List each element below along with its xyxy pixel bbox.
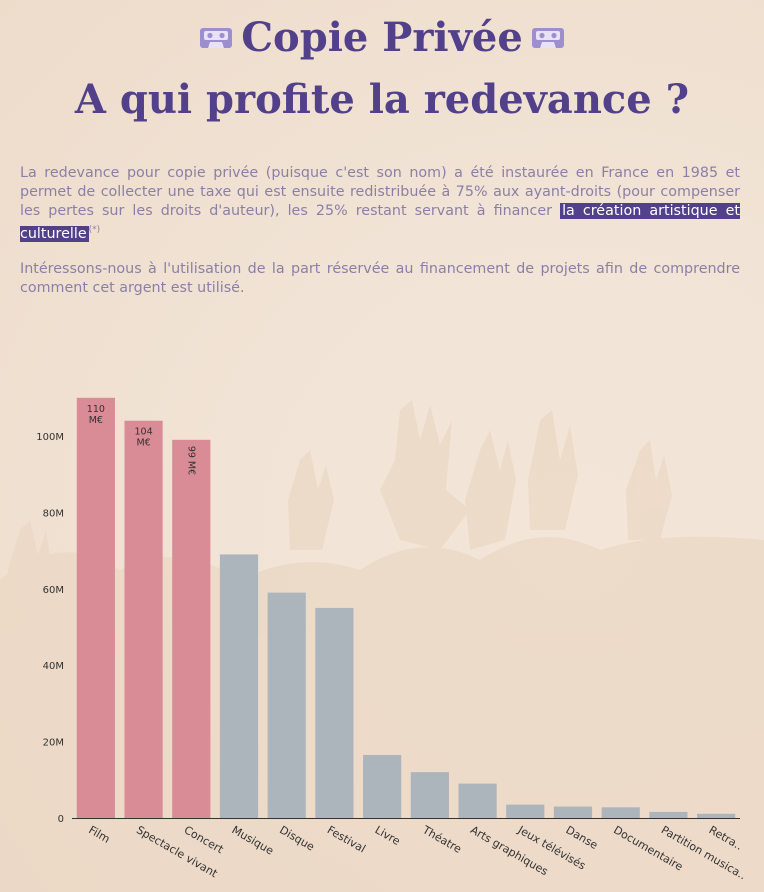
x-category-label: Film [86,823,112,845]
cassette-icon [199,11,233,63]
bar[interactable] [506,804,545,818]
bar[interactable] [649,811,688,818]
intro-paragraph-1: La redevance pour copie privée (puisque … [20,164,740,244]
bar[interactable] [363,754,402,818]
bar-data-label: 104 [135,427,153,438]
x-category-label: Partition musica.. [659,823,748,882]
bar[interactable] [697,813,736,818]
bar-data-label: M€ [89,415,103,426]
x-category-label: Théatre [419,823,463,856]
bar[interactable] [172,439,211,818]
x-category-label: Retra.. [707,823,745,853]
bar[interactable] [124,420,163,818]
x-category-label: Livre [373,823,403,848]
bar[interactable] [601,807,640,818]
bar[interactable] [553,806,593,818]
y-tick-label: 40M [43,661,64,672]
bar[interactable] [458,783,497,818]
x-category-label: Musique [230,823,277,857]
footnote-marker[interactable]: (*) [88,225,101,235]
x-category-label: Festival [325,823,368,855]
bar[interactable] [267,592,306,818]
bar[interactable] [410,772,449,818]
y-tick-label: 20M [43,738,64,749]
intro-paragraph-2: Intéressons-nous à l'utilisation de la p… [20,261,740,296]
bar[interactable] [219,554,259,818]
bar-data-label: 99 M€ [185,446,196,475]
x-category-label: Disque [277,823,317,853]
intro-text: La redevance pour copie privée (puisque … [20,165,740,219]
bar[interactable] [315,607,354,818]
y-tick-label: 0 [58,814,64,825]
bar-chart: 020M40M60M80M100M110M€Film104M€Spectacle… [36,397,748,882]
bar-data-label: M€ [136,438,150,449]
page-title-line2: A qui profite la redevance ? [74,76,690,123]
y-tick-label: 60M [43,585,64,596]
page-title-line1: Copie Privée [0,12,764,67]
title-text-line1: Copie Privée [241,14,523,61]
bar-data-label: 110 [87,404,105,415]
cassette-icon [531,11,565,63]
y-tick-label: 80M [43,508,64,519]
y-tick-label: 100M [36,432,64,443]
x-category-label: Danse [564,823,601,852]
x-category-label: Spectacle vivant [134,823,220,880]
bar[interactable] [76,397,115,818]
